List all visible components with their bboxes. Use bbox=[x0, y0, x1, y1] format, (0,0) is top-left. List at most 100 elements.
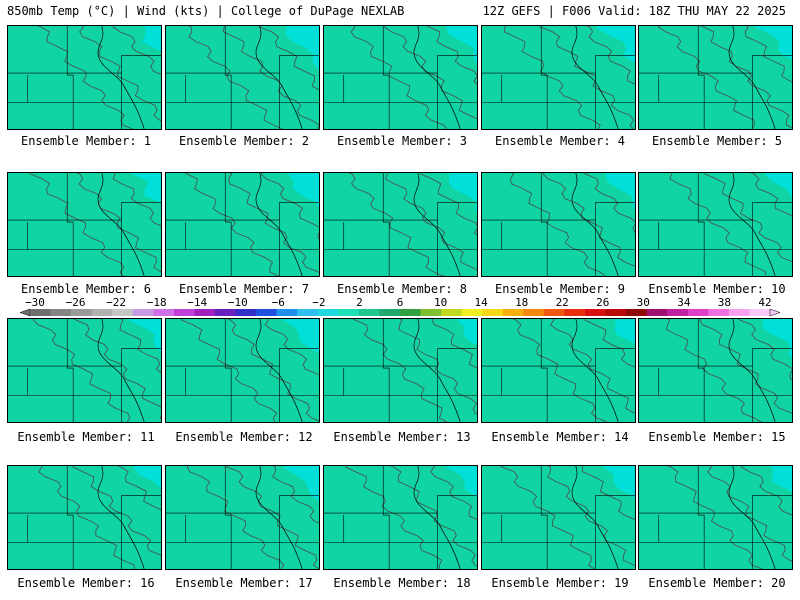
member-map-19 bbox=[481, 465, 636, 570]
member-label: Ensemble Member: 7 bbox=[178, 282, 310, 296]
member-map-13 bbox=[323, 318, 478, 423]
colorbar-swatch bbox=[194, 309, 216, 316]
member-map-1 bbox=[7, 25, 162, 130]
colorbar-tick-label: −30 bbox=[25, 296, 45, 309]
member-map-8 bbox=[323, 172, 478, 277]
colorbar-swatch bbox=[523, 309, 545, 316]
colorbar-tick-label: −2 bbox=[312, 296, 326, 309]
colorbar-swatch bbox=[708, 309, 730, 316]
chart-title: 850mb Temp (°C) | Wind (kts) | College o… bbox=[7, 4, 405, 18]
colorbar-swatch bbox=[728, 309, 750, 316]
colorbar-swatch bbox=[400, 309, 421, 316]
colorbar-tick-label: 38 bbox=[717, 296, 732, 309]
colorbar-swatch bbox=[564, 309, 586, 316]
colorbar-swatch bbox=[50, 309, 72, 316]
colorbar-tick-label: 18 bbox=[515, 296, 529, 309]
colorbar-swatch bbox=[543, 309, 565, 316]
colorbar-swatch bbox=[317, 309, 339, 316]
member-map-15 bbox=[638, 318, 793, 423]
member-map-5 bbox=[638, 25, 793, 130]
colorbar-swatch bbox=[646, 309, 668, 316]
member-label: Ensemble Member: 17 bbox=[175, 576, 313, 590]
member-map-12 bbox=[165, 318, 320, 423]
member-label: Ensemble Member: 14 bbox=[491, 430, 629, 444]
colorbar-swatch bbox=[276, 309, 298, 316]
member-label: Ensemble Member: 11 bbox=[17, 430, 155, 444]
member-map-11 bbox=[7, 318, 162, 423]
member-map-17 bbox=[165, 465, 320, 570]
colorbar-swatch bbox=[30, 309, 51, 316]
colorbar-tick-label: 22 bbox=[555, 296, 569, 309]
colorbar-swatch bbox=[132, 309, 154, 316]
colorbar-tick-label: −10 bbox=[227, 296, 248, 309]
member-label: Ensemble Member: 1 bbox=[20, 134, 152, 148]
temperature-colorbar bbox=[19, 308, 781, 317]
colorbar-swatch bbox=[482, 309, 504, 316]
colorbar-arrow-right bbox=[769, 308, 781, 317]
model-run-label: 12Z GEFS | F006 Valid: 18Z THU MAY 22 20… bbox=[482, 4, 786, 18]
member-map-3 bbox=[323, 25, 478, 130]
member-map-7 bbox=[165, 172, 320, 277]
colorbar-swatch bbox=[687, 309, 709, 316]
colorbar-swatch bbox=[256, 309, 277, 316]
member-label: Ensemble Member: 5 bbox=[651, 134, 783, 148]
colorbar-swatch bbox=[297, 309, 319, 316]
member-label: Ensemble Member: 19 bbox=[491, 576, 629, 590]
member-map-20 bbox=[638, 465, 793, 570]
colorbar-tick-label: 26 bbox=[596, 296, 610, 309]
member-map-6 bbox=[7, 172, 162, 277]
member-map-4 bbox=[481, 25, 636, 130]
colorbar-swatch bbox=[112, 309, 134, 316]
member-map-2 bbox=[165, 25, 320, 130]
colorbar-swatch bbox=[91, 309, 113, 316]
member-label: Ensemble Member: 15 bbox=[648, 430, 786, 444]
member-label: Ensemble Member: 4 bbox=[494, 134, 626, 148]
colorbar-swatch bbox=[667, 309, 689, 316]
colorbar-tick-label: 10 bbox=[433, 296, 448, 309]
colorbar-tick-label: −18 bbox=[146, 296, 167, 309]
colorbar-swatch bbox=[441, 309, 462, 316]
colorbar-tick-label: 30 bbox=[636, 296, 650, 309]
member-label: Ensemble Member: 10 bbox=[648, 282, 786, 296]
member-label: Ensemble Member: 18 bbox=[333, 576, 471, 590]
member-label: Ensemble Member: 2 bbox=[178, 134, 310, 148]
colorbar-tick-label: −14 bbox=[187, 296, 208, 309]
colorbar-swatch bbox=[358, 309, 380, 316]
member-label: Ensemble Member: 6 bbox=[20, 282, 152, 296]
colorbar-swatch bbox=[153, 309, 175, 316]
member-label: Ensemble Member: 16 bbox=[17, 576, 155, 590]
colorbar-swatch bbox=[585, 309, 606, 316]
member-label: Ensemble Member: 9 bbox=[494, 282, 626, 296]
colorbar-swatch bbox=[420, 309, 442, 316]
colorbar-swatch bbox=[379, 309, 401, 316]
colorbar-tick-label: 34 bbox=[677, 296, 691, 309]
colorbar-tick-label: 42 bbox=[758, 296, 772, 309]
colorbar-swatch bbox=[173, 309, 195, 316]
colorbar-tick-label: −22 bbox=[106, 296, 127, 309]
colorbar-tick-label: 6 bbox=[396, 296, 404, 309]
member-map-9 bbox=[481, 172, 636, 277]
member-map-18 bbox=[323, 465, 478, 570]
colorbar-swatch bbox=[502, 309, 524, 316]
member-label: Ensemble Member: 12 bbox=[175, 430, 313, 444]
member-label: Ensemble Member: 13 bbox=[333, 430, 471, 444]
colorbar-swatch bbox=[749, 309, 771, 316]
colorbar-arrow-left bbox=[19, 308, 31, 317]
colorbar-swatch bbox=[605, 309, 627, 316]
colorbar-tick-label: 2 bbox=[356, 296, 363, 309]
member-map-10 bbox=[638, 172, 793, 277]
colorbar-swatch bbox=[235, 309, 257, 316]
member-label: Ensemble Member: 3 bbox=[336, 134, 468, 148]
colorbar-swatch bbox=[461, 309, 483, 316]
member-label: Ensemble Member: 8 bbox=[336, 282, 468, 296]
colorbar-swatch bbox=[71, 309, 92, 316]
colorbar-tick-label: −6 bbox=[271, 296, 285, 309]
colorbar-tick-label: 14 bbox=[474, 296, 488, 309]
member-label: Ensemble Member: 20 bbox=[648, 576, 786, 590]
colorbar-swatch bbox=[626, 309, 647, 316]
colorbar-swatch bbox=[338, 309, 360, 316]
colorbar-tick-label: −26 bbox=[65, 296, 86, 309]
colorbar-swatch bbox=[215, 309, 236, 316]
member-map-16 bbox=[7, 465, 162, 570]
member-map-14 bbox=[481, 318, 636, 423]
